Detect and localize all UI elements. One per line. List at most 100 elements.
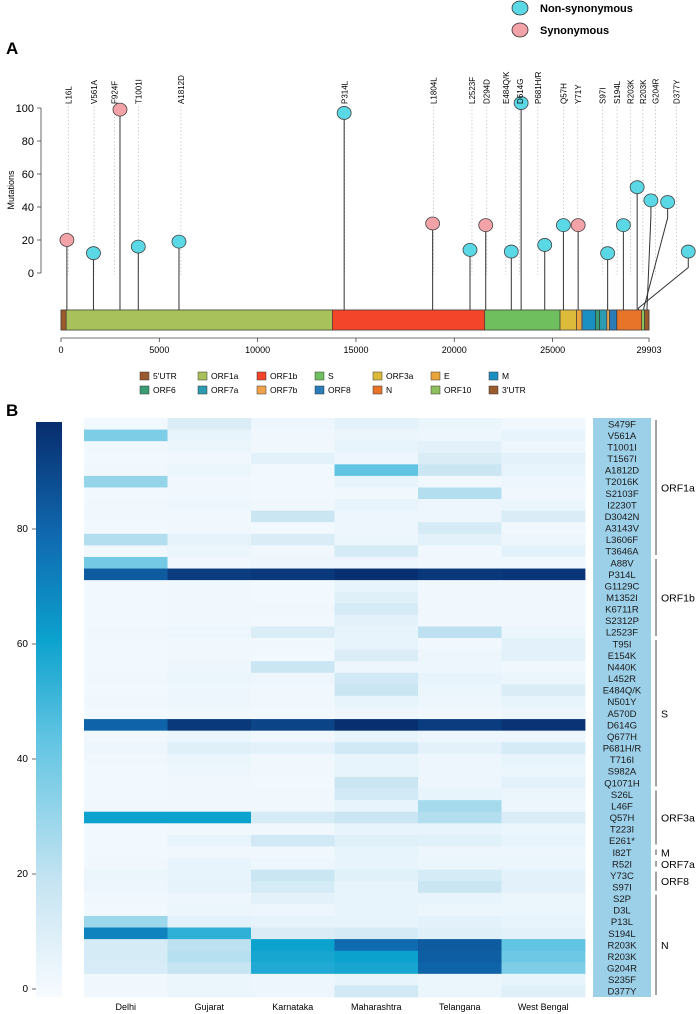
heatmap-cell [501,962,586,975]
heatmap-cell [167,649,252,662]
colorbar-tick-label: 40 [17,754,29,765]
heatmap-cell [84,707,168,720]
heatmap-cell [251,568,335,581]
heatmap-cell [334,441,419,454]
heatmap-cell [167,927,252,940]
x-tick-label: 5000 [149,345,169,355]
heatmap-cell [334,429,419,442]
heatmap-cell [418,591,502,604]
heatmap-cell [251,441,335,454]
heatmap-cell [167,695,252,708]
row-label: Y73C [610,871,634,882]
heatmap-cell [84,672,168,685]
lollipop-head [503,244,519,259]
row-label: S97I [612,882,632,893]
heatmap-cell [251,765,335,778]
heatmap-cell [167,661,252,674]
region-legend-swatch [197,385,208,395]
mutation-label: L2523F [468,77,477,104]
heatmap-cell [334,939,419,952]
heatmap-cell [84,973,168,986]
region-legend-label: ORF1b [270,371,298,381]
lollipop-head [86,246,101,261]
group-label: ORF8 [661,876,689,888]
heatmap-cell [418,869,502,882]
x-tick-label: 25000 [540,345,565,355]
heatmap-cell [501,487,586,500]
heatmap-cell [418,695,502,708]
lollipop-head [59,233,75,247]
heatmap-cell [167,811,252,824]
column-label: West Bengal [518,1002,569,1012]
heatmap-cell [84,568,168,581]
heatmap-cell [418,499,502,512]
row-label: P681H/R [603,744,642,755]
row-label: Q1071H [604,778,640,789]
lollipop-head [171,234,187,249]
heatmap-cell [84,522,168,535]
heatmap-cell [167,800,252,813]
row-label: I2230T [607,500,637,511]
region-orf7b [606,309,610,331]
heatmap-cell [167,533,252,546]
heatmap-cell [418,753,502,766]
heatmap-cell [418,939,502,952]
colorbar-tick-label: 0 [22,984,28,995]
heatmap-cell [251,556,335,569]
heatmap-cell [251,881,335,894]
row-label: S2P [613,894,631,905]
heatmap-cell [418,661,502,674]
heatmap-cell [418,892,502,905]
colorbar-tick-label: 20 [17,869,29,880]
heatmap-cell [84,533,168,546]
lollipop-head [336,106,352,120]
heatmap-cell [334,985,419,998]
heatmap-cell [501,603,586,616]
heatmap-cell [334,464,419,477]
panel-b-label: B [6,401,18,420]
heatmap-cell [84,510,168,523]
heatmap-cell [84,545,168,558]
heatmap-cell [334,881,419,894]
heatmap-cell [84,776,168,789]
heatmap-cell [501,950,586,963]
heatmap-cell [251,580,335,593]
heatmap-cell [167,591,252,604]
heatmap-cell [501,591,586,604]
region-e [576,309,582,331]
heatmap-cell [251,695,335,708]
heatmap-cell [251,661,335,674]
lollipop-head [660,195,676,209]
heatmap-cell [251,939,335,952]
heatmap-cell [251,776,335,789]
heatmap-cell [501,568,586,581]
row-label: S2103F [605,489,638,500]
heatmap-cell [501,846,586,859]
heatmap-cell [84,487,168,500]
heatmap-cell [501,510,586,523]
heatmap-cell [418,487,502,500]
heatmap-cell [167,742,252,755]
region-legend-label: ORF3a [386,371,414,381]
heatmap-cell [167,788,252,801]
x-tick-label: 29903 [636,345,661,355]
heatmap-cell [251,464,335,477]
heatmap-cell [334,823,419,836]
heatmap-cell [501,614,586,627]
heatmap-cell [418,672,502,685]
heatmap-cell [167,939,252,952]
heatmap-cell [501,499,586,512]
heatmap-cell [418,823,502,836]
heatmap-cell [418,776,502,789]
heatmap-cell [84,475,168,488]
x-axis: 0 5000 10000 15000 20000 25000 29903 [58,337,662,355]
heatmap-cell [501,684,586,697]
heatmap-cell [418,522,502,535]
lollipop-head [513,96,529,110]
mutation-labels: L16L V561A F924F T1001I A1812D P314L L1804L L25… [64,71,681,104]
heatmap-cell [334,672,419,685]
heatmap-cell [167,753,252,766]
heatmap-cell [251,672,335,685]
heatmap-cell [167,441,252,454]
heatmap-cell [167,545,252,558]
